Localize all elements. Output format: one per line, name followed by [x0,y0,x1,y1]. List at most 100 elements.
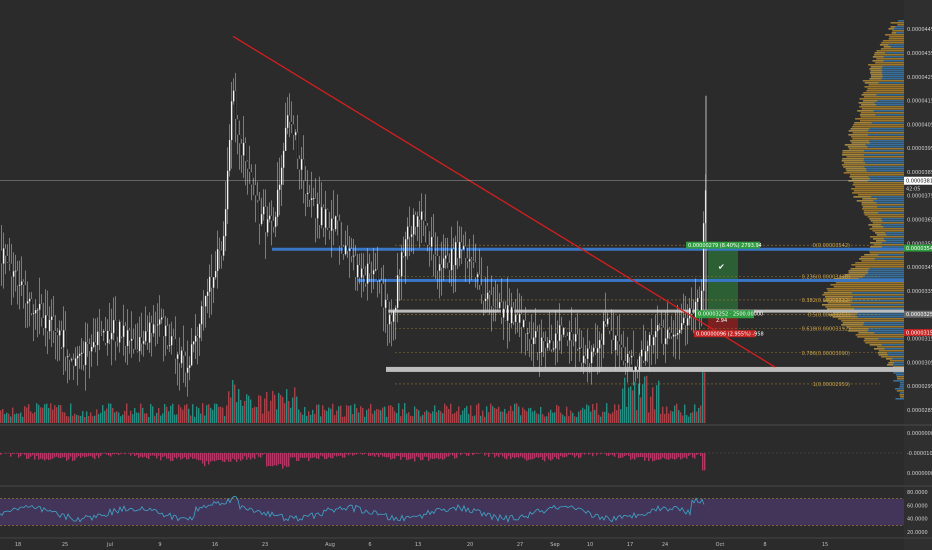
macd-bar [394,453,396,459]
candle-body [106,330,109,344]
candle-body [600,339,603,345]
macd-bar [306,453,308,458]
volume-bar [576,416,578,423]
volume-bar [198,408,200,423]
profile-bar [870,72,882,74]
candle-body [112,320,115,334]
candle-body [60,330,63,348]
volume-bar [620,409,622,423]
volume-bar [672,411,674,423]
candle-body [316,203,319,219]
profile-bar [823,292,852,294]
time-tick: 27 [517,542,523,548]
macd-bar [566,453,568,457]
volume-bar [94,415,96,423]
candle-body [344,245,347,255]
candle-body [62,330,65,348]
macd-bar [252,453,254,458]
candle-body [322,207,325,228]
macd-bar [590,453,592,454]
candle-body [274,216,277,228]
macd-bar [272,453,274,467]
macd-bar [450,453,452,455]
profile-bar [841,160,864,162]
profile-bar [825,296,853,298]
profile-bar [826,308,854,310]
macd-bar [22,453,24,455]
macd-bar [218,453,220,461]
volume-bar [694,404,696,423]
macd-bar [492,453,494,454]
volume-bar [322,405,324,423]
candle-body [400,252,403,277]
volume-bar [442,413,444,423]
profile-bar [869,218,904,220]
volume-bar [2,408,4,423]
candle-body [414,214,417,228]
volume-bar [264,398,266,423]
candle-body [128,330,131,341]
macd-bar [516,453,518,458]
volume-bar [276,409,278,423]
candle-body [50,316,53,321]
volume-bar [350,405,352,423]
macd-bar [224,453,226,463]
candle-body [694,301,697,317]
volume-bar [30,411,32,423]
price-axis-panel [904,0,932,550]
profile-bar [881,42,904,44]
profile-bar [869,78,882,80]
volume-bar [32,413,34,423]
profile-bar [855,118,904,120]
candle-body [22,281,25,286]
candle-body [300,159,303,170]
macd-bar [112,453,114,455]
volume-bar [372,413,374,423]
volume-bar [84,416,86,423]
candle-body [372,270,375,275]
candle-body [254,184,257,196]
volume-bar [388,405,390,423]
candle-body [546,343,549,348]
macd-bar [290,453,292,458]
macd-bar [694,453,696,459]
macd-bar [372,453,374,456]
macd-bar [664,453,666,459]
candle-body [442,258,445,269]
profile-bar [864,86,904,88]
volume-bar [240,400,242,423]
profile-bar [853,124,904,126]
candle-body [578,347,581,349]
profile-bar [823,300,852,302]
candle-body [180,350,183,364]
volume-bar [230,397,232,423]
candle-body [334,216,337,230]
candle-body [506,305,509,321]
volume-bar [46,403,48,423]
macd-bar [390,453,392,460]
macd-bar [92,453,94,458]
profile-bar [862,206,904,208]
volume-bar [476,404,478,423]
time-tick: 8 [763,542,766,548]
candle-body [150,322,153,334]
candle-body [634,366,637,371]
trendline[interactable] [232,35,776,368]
profile-bar [850,140,904,142]
profile-bar [823,292,904,294]
candle-body [682,317,685,324]
volume-bar [584,409,586,423]
macd-bar [352,453,354,456]
volume-bar [218,406,220,423]
fib-label: 0.5(0.00003251) [808,312,850,318]
profile-bar [825,298,904,300]
volume-bar [280,394,282,423]
volume-bar [254,406,256,423]
price-tick: 0.00003550 [907,241,932,247]
profile-bar [869,250,904,252]
profile-bar [858,332,875,334]
macd-bar [442,453,444,460]
profile-bar [864,214,904,216]
volume-bar [528,408,530,423]
